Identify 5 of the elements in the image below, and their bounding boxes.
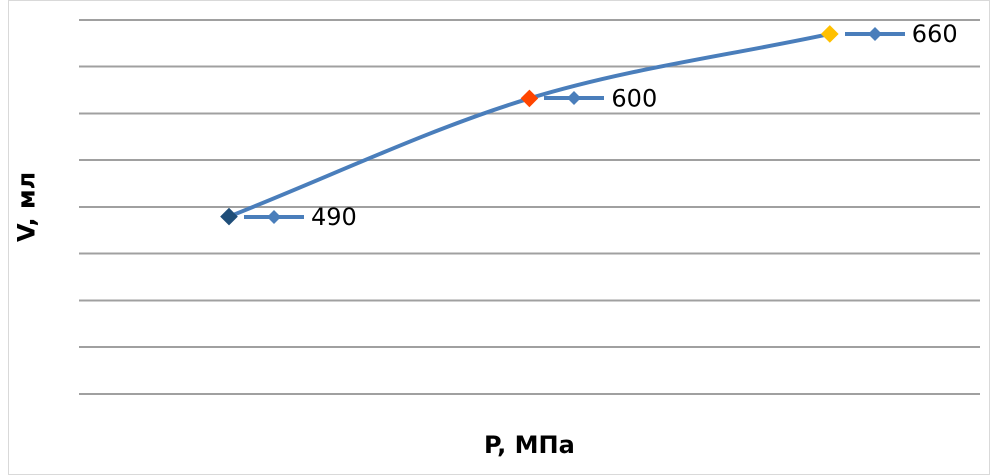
data-label: 660 [912, 20, 958, 48]
y-axis-title: V, мл [12, 172, 41, 242]
x-axis-title: P, МПа [484, 430, 575, 459]
data-label: 490 [311, 202, 357, 231]
data-label: 600 [611, 84, 658, 113]
